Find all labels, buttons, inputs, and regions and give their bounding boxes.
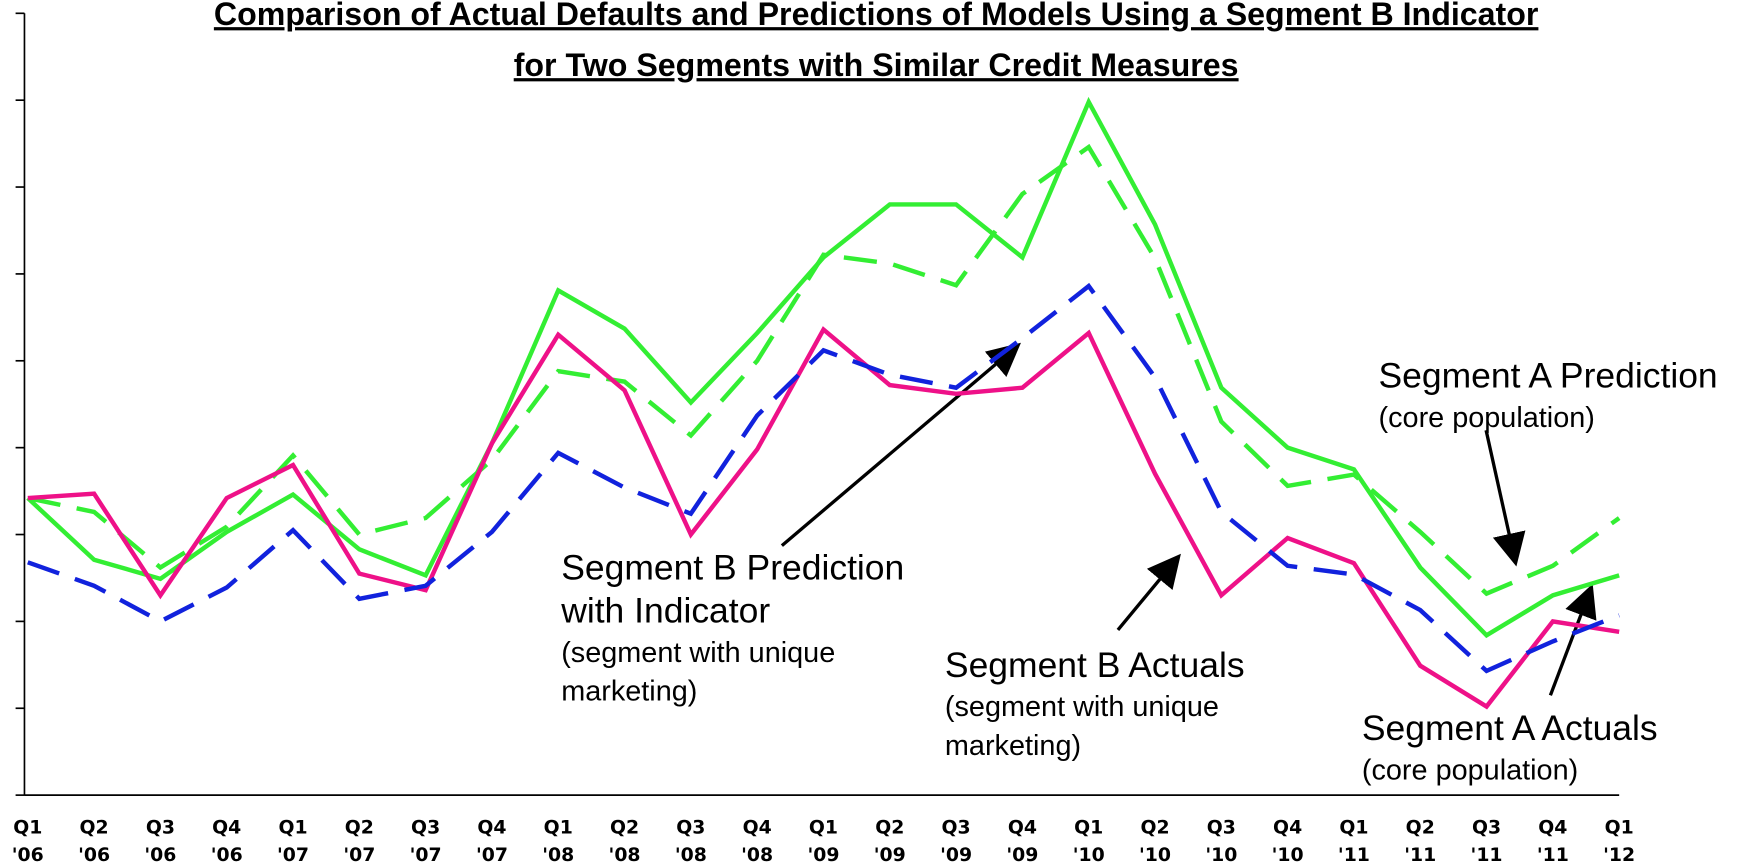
arrow xyxy=(1116,553,1181,631)
x-tick-label: Q3'11 xyxy=(1471,817,1503,865)
arrows xyxy=(780,342,1597,696)
chart-title: Comparison of Actual Defaults and Predic… xyxy=(214,0,1539,32)
annotation: Segment A Prediction xyxy=(1379,356,1718,396)
x-tick-label: Q2'07 xyxy=(343,817,375,865)
x-tick-label: Q4'07 xyxy=(476,817,508,865)
annotation-note: (segment with unique xyxy=(561,637,835,669)
x-tick-label: Q3'06 xyxy=(144,817,176,865)
series-line xyxy=(27,326,1620,710)
x-tick-label: Q4'08 xyxy=(741,817,773,865)
arrow xyxy=(780,342,1021,547)
x-tick-label: Q2'10 xyxy=(1139,817,1171,865)
x-tick-label: Q3'08 xyxy=(675,817,707,865)
annotation: Segment B Actuals xyxy=(945,645,1245,685)
x-tick-label: Q4'09 xyxy=(1006,817,1038,865)
x-tick-label: Q1'06 xyxy=(12,817,44,865)
arrow xyxy=(1548,583,1597,696)
x-tick-label: Q1'09 xyxy=(807,817,839,865)
x-tick-label: Q3'10 xyxy=(1205,817,1237,865)
x-tick-label: Q4'11 xyxy=(1537,817,1569,865)
annotation-note: marketing) xyxy=(561,676,697,708)
annotation-note: (core population) xyxy=(1362,754,1578,786)
arrow xyxy=(1484,429,1526,567)
x-tick-label: Q4'06 xyxy=(211,817,243,865)
annotation-note: (core population) xyxy=(1379,402,1595,434)
x-tick-label: Q1'07 xyxy=(277,817,309,865)
annotation: Segment A Actuals xyxy=(1362,708,1658,748)
x-tick-label: Q3'09 xyxy=(940,817,972,865)
annotation-note: (segment with unique xyxy=(945,691,1219,723)
chart-title: for Two Segments with Similar Credit Mea… xyxy=(514,47,1239,83)
x-tick-label: Q2'11 xyxy=(1404,817,1436,865)
x-tick-label: Q2'08 xyxy=(609,817,641,865)
annotation-note: marketing) xyxy=(945,730,1081,762)
annotation: with Indicator xyxy=(560,591,770,631)
x-tick-label: Q1'10 xyxy=(1073,817,1105,865)
series-line xyxy=(27,282,1620,674)
x-tick-label: Q3'07 xyxy=(410,817,442,865)
annotation: Segment B Prediction xyxy=(561,547,904,587)
x-tick-label: Q2'09 xyxy=(874,817,906,865)
series-line xyxy=(27,143,1621,597)
x-tick-label: Q2'06 xyxy=(78,817,110,865)
x-tick-label: Q4'10 xyxy=(1272,817,1304,865)
x-tick-label: Q1'11 xyxy=(1338,817,1370,865)
x-tick-label: Q1'12 xyxy=(1603,817,1635,865)
x-tick-label: Q1'08 xyxy=(542,817,574,865)
